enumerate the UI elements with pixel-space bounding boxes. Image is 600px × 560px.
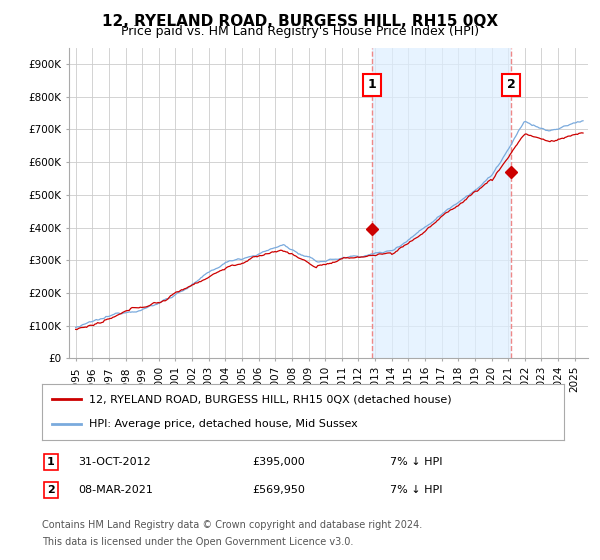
Text: 1: 1 (47, 457, 55, 467)
Text: 1: 1 (368, 78, 377, 91)
Text: 12, RYELAND ROAD, BURGESS HILL, RH15 0QX (detached house): 12, RYELAND ROAD, BURGESS HILL, RH15 0QX… (89, 394, 452, 404)
Text: £395,000: £395,000 (252, 457, 305, 467)
Text: Contains HM Land Registry data © Crown copyright and database right 2024.: Contains HM Land Registry data © Crown c… (42, 520, 422, 530)
Text: 2: 2 (47, 485, 55, 495)
Text: 08-MAR-2021: 08-MAR-2021 (78, 485, 153, 495)
Text: 31-OCT-2012: 31-OCT-2012 (78, 457, 151, 467)
Text: 12, RYELAND ROAD, BURGESS HILL, RH15 0QX: 12, RYELAND ROAD, BURGESS HILL, RH15 0QX (102, 14, 498, 29)
Text: 2: 2 (507, 78, 515, 91)
Text: Price paid vs. HM Land Registry's House Price Index (HPI): Price paid vs. HM Land Registry's House … (121, 25, 479, 38)
Text: 7% ↓ HPI: 7% ↓ HPI (390, 457, 443, 467)
Text: HPI: Average price, detached house, Mid Sussex: HPI: Average price, detached house, Mid … (89, 419, 358, 429)
Text: This data is licensed under the Open Government Licence v3.0.: This data is licensed under the Open Gov… (42, 537, 353, 547)
Bar (372, 48, 511, 358)
Text: 7% ↓ HPI: 7% ↓ HPI (390, 485, 443, 495)
Text: £569,950: £569,950 (252, 485, 305, 495)
